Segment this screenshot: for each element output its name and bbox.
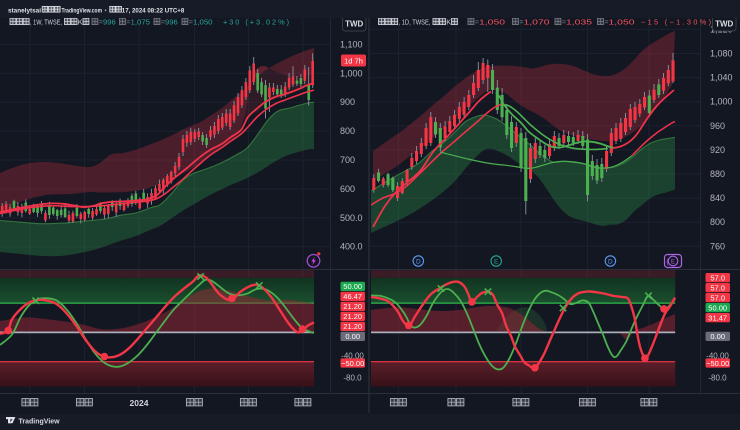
svg-text:TWD: TWD [715, 20, 733, 29]
svg-text:1,040: 1,040 [710, 73, 733, 83]
svg-text:31.47: 31.47 [708, 313, 727, 322]
svg-text:0.00: 0.00 [710, 332, 725, 341]
svg-text:=: = [475, 18, 479, 27]
svg-text:1,070: 1,070 [524, 18, 550, 27]
svg-text:50.00: 50.00 [343, 282, 362, 291]
svg-text:1,100: 1,100 [340, 39, 363, 49]
svg-text:-80.0: -80.0 [343, 373, 362, 382]
svg-text:1,000: 1,000 [710, 97, 733, 107]
svg-text:TradingView: TradingView [19, 418, 61, 425]
svg-text:1,075: 1,075 [131, 18, 151, 27]
svg-text:-80.0: -80.0 [708, 373, 727, 382]
svg-text:1,035: 1,035 [566, 18, 592, 27]
svg-text:500.0: 500.0 [340, 213, 363, 223]
svg-text:=: = [126, 18, 130, 27]
svg-text:=: = [99, 18, 103, 27]
svg-text:=: = [161, 18, 165, 27]
svg-text:TradingView.com: TradingView.com [62, 7, 103, 14]
svg-text:D: D [416, 259, 421, 266]
svg-text:, 1W, TWSE,: , 1W, TWSE, [30, 18, 62, 27]
svg-text:2024: 2024 [130, 398, 149, 408]
svg-text:1,000: 1,000 [340, 68, 363, 78]
svg-text:760: 760 [710, 241, 725, 251]
svg-text:57.0: 57.0 [710, 273, 725, 282]
svg-text:−15 (−1.30%): −15 (−1.30%) [641, 18, 711, 27]
svg-text:0.00: 0.00 [345, 332, 360, 341]
svg-text:46.47: 46.47 [343, 292, 362, 301]
svg-text:700: 700 [340, 155, 355, 165]
svg-text:600: 600 [340, 184, 355, 194]
svg-text:=: = [562, 18, 566, 27]
svg-text:21.20: 21.20 [343, 312, 362, 321]
svg-text:, 1D, TWSE,: , 1D, TWSE, [399, 18, 431, 27]
svg-text:-40.00: -40.00 [706, 352, 729, 361]
svg-text:D: D [608, 259, 613, 266]
svg-text:21.20: 21.20 [343, 302, 362, 311]
svg-text:880: 880 [710, 169, 725, 179]
svg-text:+30 (+3.02%): +30 (+3.02%) [223, 18, 289, 27]
svg-text:E: E [494, 259, 499, 266]
svg-text:960: 960 [710, 121, 725, 131]
svg-text:K: K [78, 18, 83, 27]
svg-text:=: = [604, 18, 608, 27]
svg-text:(: ( [666, 257, 669, 266]
svg-text:800: 800 [710, 217, 725, 227]
svg-text:1,080: 1,080 [710, 49, 733, 59]
svg-text:stanelytsai: stanelytsai [8, 7, 41, 14]
svg-text:K: K [446, 18, 451, 27]
svg-text:900: 900 [340, 97, 355, 107]
svg-text:-40.00: -40.00 [341, 352, 364, 361]
svg-text:=: = [189, 18, 193, 27]
svg-text:400.0: 400.0 [340, 242, 363, 252]
svg-text:800: 800 [340, 126, 355, 136]
svg-text:840: 840 [710, 193, 725, 203]
svg-text:1,050: 1,050 [609, 18, 635, 27]
svg-text:50.00: 50.00 [708, 303, 727, 312]
svg-text:996: 996 [103, 18, 116, 27]
svg-text:57.0: 57.0 [710, 283, 725, 292]
svg-text:1d 7h: 1d 7h [344, 57, 363, 66]
svg-text:1,050: 1,050 [193, 18, 213, 27]
svg-text:=: = [519, 18, 523, 27]
svg-text:57.0: 57.0 [710, 293, 725, 302]
svg-text:TWD: TWD [345, 20, 363, 29]
svg-text:17, 2024 08:22 UTC+8: 17, 2024 08:22 UTC+8 [122, 7, 185, 14]
svg-text:996: 996 [165, 18, 178, 27]
svg-text:E: E [671, 259, 675, 265]
svg-text:1,050: 1,050 [479, 18, 505, 27]
svg-text:920: 920 [710, 145, 725, 155]
svg-text:−50.00: −50.00 [341, 359, 364, 368]
svg-text:21.20: 21.20 [343, 322, 362, 331]
svg-text:−50.00: −50.00 [706, 359, 729, 368]
